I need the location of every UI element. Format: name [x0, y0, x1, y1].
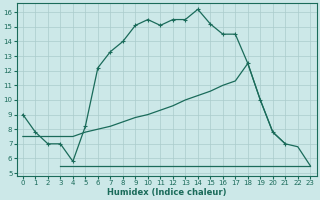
X-axis label: Humidex (Indice chaleur): Humidex (Indice chaleur): [107, 188, 226, 197]
